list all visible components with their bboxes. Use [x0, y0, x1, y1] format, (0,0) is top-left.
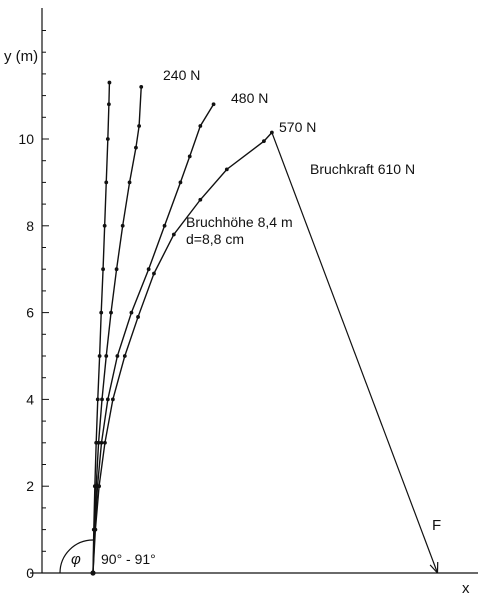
- series-2-point: [134, 145, 138, 150]
- y-tick-label: 8: [26, 218, 34, 234]
- series-3-point: [115, 354, 120, 358]
- series-4-point: [136, 315, 140, 319]
- y-tick-label: 10: [18, 131, 34, 147]
- series-2-point: [104, 354, 109, 358]
- series-label-240: 240 N: [163, 67, 200, 83]
- series-label-480: 480 N: [231, 90, 268, 106]
- break-force-annotation: Bruchkraft 610 N: [310, 161, 415, 177]
- series-4-point: [224, 167, 229, 172]
- series-1-point: [102, 223, 107, 228]
- series-4-point: [198, 197, 203, 202]
- series-4-point: [171, 232, 176, 237]
- y-tick-label: 2: [26, 478, 34, 494]
- y-tick-label: 4: [26, 391, 34, 407]
- force-label: F: [432, 517, 441, 534]
- y-tick-label: 0: [26, 565, 34, 581]
- series-4-point: [269, 130, 274, 135]
- series-2-point: [139, 85, 144, 89]
- series-4-point: [97, 484, 101, 489]
- series-3-point: [211, 102, 216, 107]
- series-line-4: [92, 132, 273, 574]
- series-1-point: [107, 102, 111, 107]
- series-line-3: [92, 103, 215, 574]
- series-4-point: [122, 354, 127, 358]
- series-2-point: [109, 310, 113, 315]
- series-3-point: [105, 397, 110, 402]
- series-2-point: [96, 440, 101, 445]
- series-3-point: [162, 223, 167, 228]
- series-2-point: [137, 124, 142, 128]
- angle-arc: [59, 539, 94, 574]
- series-1-point: [105, 137, 110, 141]
- series-3-point: [178, 180, 183, 185]
- diameter-annotation: d=8,8 cm: [186, 231, 244, 247]
- series-layer: [90, 80, 274, 576]
- trunk-base-point: [90, 570, 96, 576]
- series-4-point: [110, 397, 115, 402]
- series-2-point: [100, 397, 104, 402]
- series-3-point: [146, 267, 151, 272]
- series-3-point: [129, 310, 134, 315]
- series-2-point: [127, 180, 132, 185]
- angle-value: 90° - 91°: [101, 551, 156, 567]
- series-1-point: [99, 310, 104, 315]
- break-height-annotation: Bruchhöhe 8,4 m: [186, 214, 293, 230]
- series-2-point: [114, 267, 119, 272]
- series-4-point: [262, 139, 266, 144]
- force-arrowhead-left: [429, 564, 438, 574]
- x-axis-label: x: [462, 580, 470, 596]
- series-1-point: [95, 397, 100, 402]
- series-1-point: [101, 267, 105, 272]
- series-3-point: [198, 124, 203, 128]
- series-4-point: [103, 440, 107, 445]
- series-1-point: [97, 354, 102, 358]
- series-label-570: 570 N: [279, 119, 316, 135]
- series-1-point: [104, 180, 109, 185]
- y-axis-label: y (m): [4, 48, 38, 65]
- series-3-point: [99, 440, 104, 445]
- series-4-point: [152, 271, 156, 276]
- force-line: [271, 132, 439, 574]
- series-3-point: [187, 154, 192, 159]
- series-2-point: [120, 223, 125, 228]
- y-ticks: 0 2 4 6 8 10: [18, 30, 49, 581]
- series-1-point: [107, 80, 112, 85]
- y-tick-label: 6: [26, 305, 34, 321]
- series-4-point: [93, 527, 98, 532]
- angle-symbol: φ: [71, 551, 81, 568]
